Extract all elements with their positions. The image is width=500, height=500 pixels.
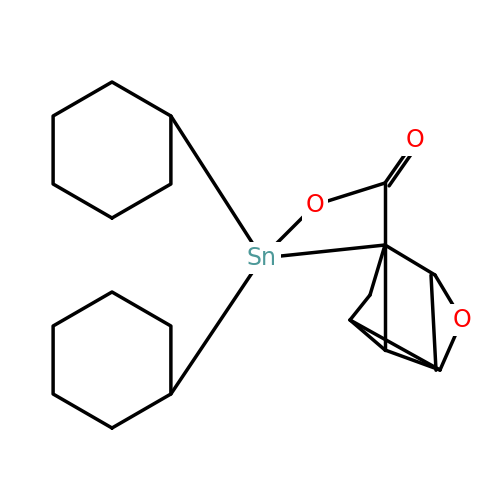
Text: O: O: [306, 193, 324, 217]
Text: Sn: Sn: [247, 246, 277, 270]
Text: O: O: [452, 308, 471, 332]
Text: O: O: [406, 128, 424, 152]
